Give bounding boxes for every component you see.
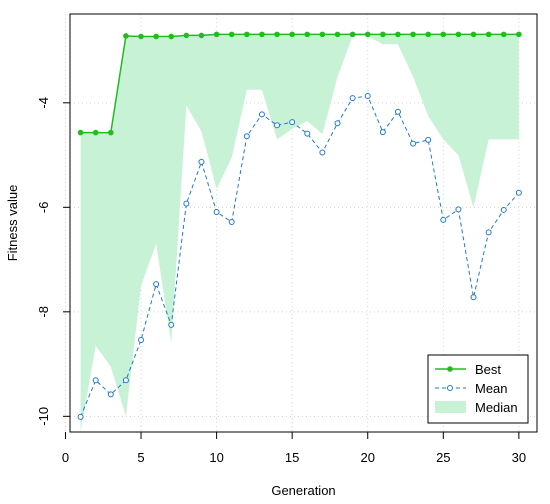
y-tick-label: -10 <box>36 407 51 426</box>
legend-mean-label: Mean <box>475 381 508 396</box>
mean-point <box>515 189 522 196</box>
mean-point <box>334 120 341 127</box>
legend-mean-point <box>447 385 453 391</box>
best-point <box>274 31 280 38</box>
mean-point <box>183 200 190 207</box>
mean-point <box>168 321 175 328</box>
best-point <box>259 31 265 38</box>
mean-point <box>410 140 417 147</box>
y-tick-label: -6 <box>36 202 51 214</box>
best-point <box>213 31 220 38</box>
best-point <box>455 31 462 38</box>
legend-best-point <box>447 366 453 372</box>
mean-point <box>274 122 281 129</box>
best-point <box>168 33 175 40</box>
axes: 0 5 10 15 20 25 30 -10 -8 -6 -4 <box>36 97 526 465</box>
mean-point <box>485 229 492 236</box>
mean-point <box>364 93 371 100</box>
x-tick-label: 25 <box>436 450 450 465</box>
mean-point <box>319 149 326 156</box>
best-point <box>244 31 250 38</box>
legend-best-label: Best <box>475 362 501 377</box>
mean-point <box>349 95 356 102</box>
x-tick-label: 10 <box>209 450 223 465</box>
mean-point <box>243 133 250 140</box>
best-point <box>380 31 386 38</box>
best-point <box>349 31 356 38</box>
mean-point <box>138 337 145 344</box>
y-axis-title: Fitness value <box>5 185 20 262</box>
best-point <box>485 31 492 38</box>
best-point <box>123 33 129 39</box>
mean-point <box>470 294 477 301</box>
x-tick-label: 15 <box>285 450 299 465</box>
x-tick-label: 0 <box>62 450 69 465</box>
best-point <box>395 31 401 38</box>
mean-point <box>455 206 462 213</box>
best-point <box>198 32 205 39</box>
best-point <box>304 31 311 38</box>
best-point <box>470 31 477 38</box>
series-layer <box>77 31 522 432</box>
best-point <box>183 32 190 39</box>
best-point <box>92 129 99 136</box>
best-point <box>289 31 295 38</box>
best-point <box>500 31 507 38</box>
mean-point <box>213 209 220 216</box>
x-axis-title: Generation <box>271 483 335 498</box>
mean-point <box>425 136 432 143</box>
mean-point <box>394 108 401 115</box>
best-point <box>153 33 159 40</box>
legend-median-label: Median <box>475 400 518 415</box>
best-point <box>410 31 416 38</box>
legend: Best Mean Median <box>427 354 529 424</box>
mean-point <box>77 413 84 420</box>
x-tick-label: 20 <box>360 450 374 465</box>
y-tick-label: -4 <box>36 97 51 109</box>
mean-point <box>122 377 129 384</box>
best-point <box>516 31 522 38</box>
mean-line <box>80 95 520 418</box>
mean-point <box>258 111 265 118</box>
x-tick-label: 5 <box>137 450 144 465</box>
plot-frame <box>69 13 538 433</box>
legend-median-swatch <box>435 401 466 413</box>
mean-point <box>440 216 447 223</box>
mean-point <box>304 130 311 137</box>
mean-point <box>379 129 386 136</box>
median-band <box>80 34 519 432</box>
best-point <box>319 31 326 38</box>
best-point <box>108 129 114 136</box>
mean-point <box>198 158 205 165</box>
y-tick-label: -8 <box>36 306 51 318</box>
best-point <box>364 31 371 38</box>
best-point <box>440 31 447 38</box>
best-point <box>334 31 341 38</box>
best-point <box>138 33 144 40</box>
best-point <box>77 129 84 136</box>
mean-point <box>228 218 235 225</box>
mean-point <box>500 206 507 213</box>
mean-point <box>107 391 114 398</box>
best-point <box>425 31 431 38</box>
mean-point <box>289 119 296 126</box>
mean-point <box>153 281 160 288</box>
x-tick-label: 30 <box>512 450 526 465</box>
best-point <box>228 31 235 38</box>
mean-point <box>92 377 99 384</box>
